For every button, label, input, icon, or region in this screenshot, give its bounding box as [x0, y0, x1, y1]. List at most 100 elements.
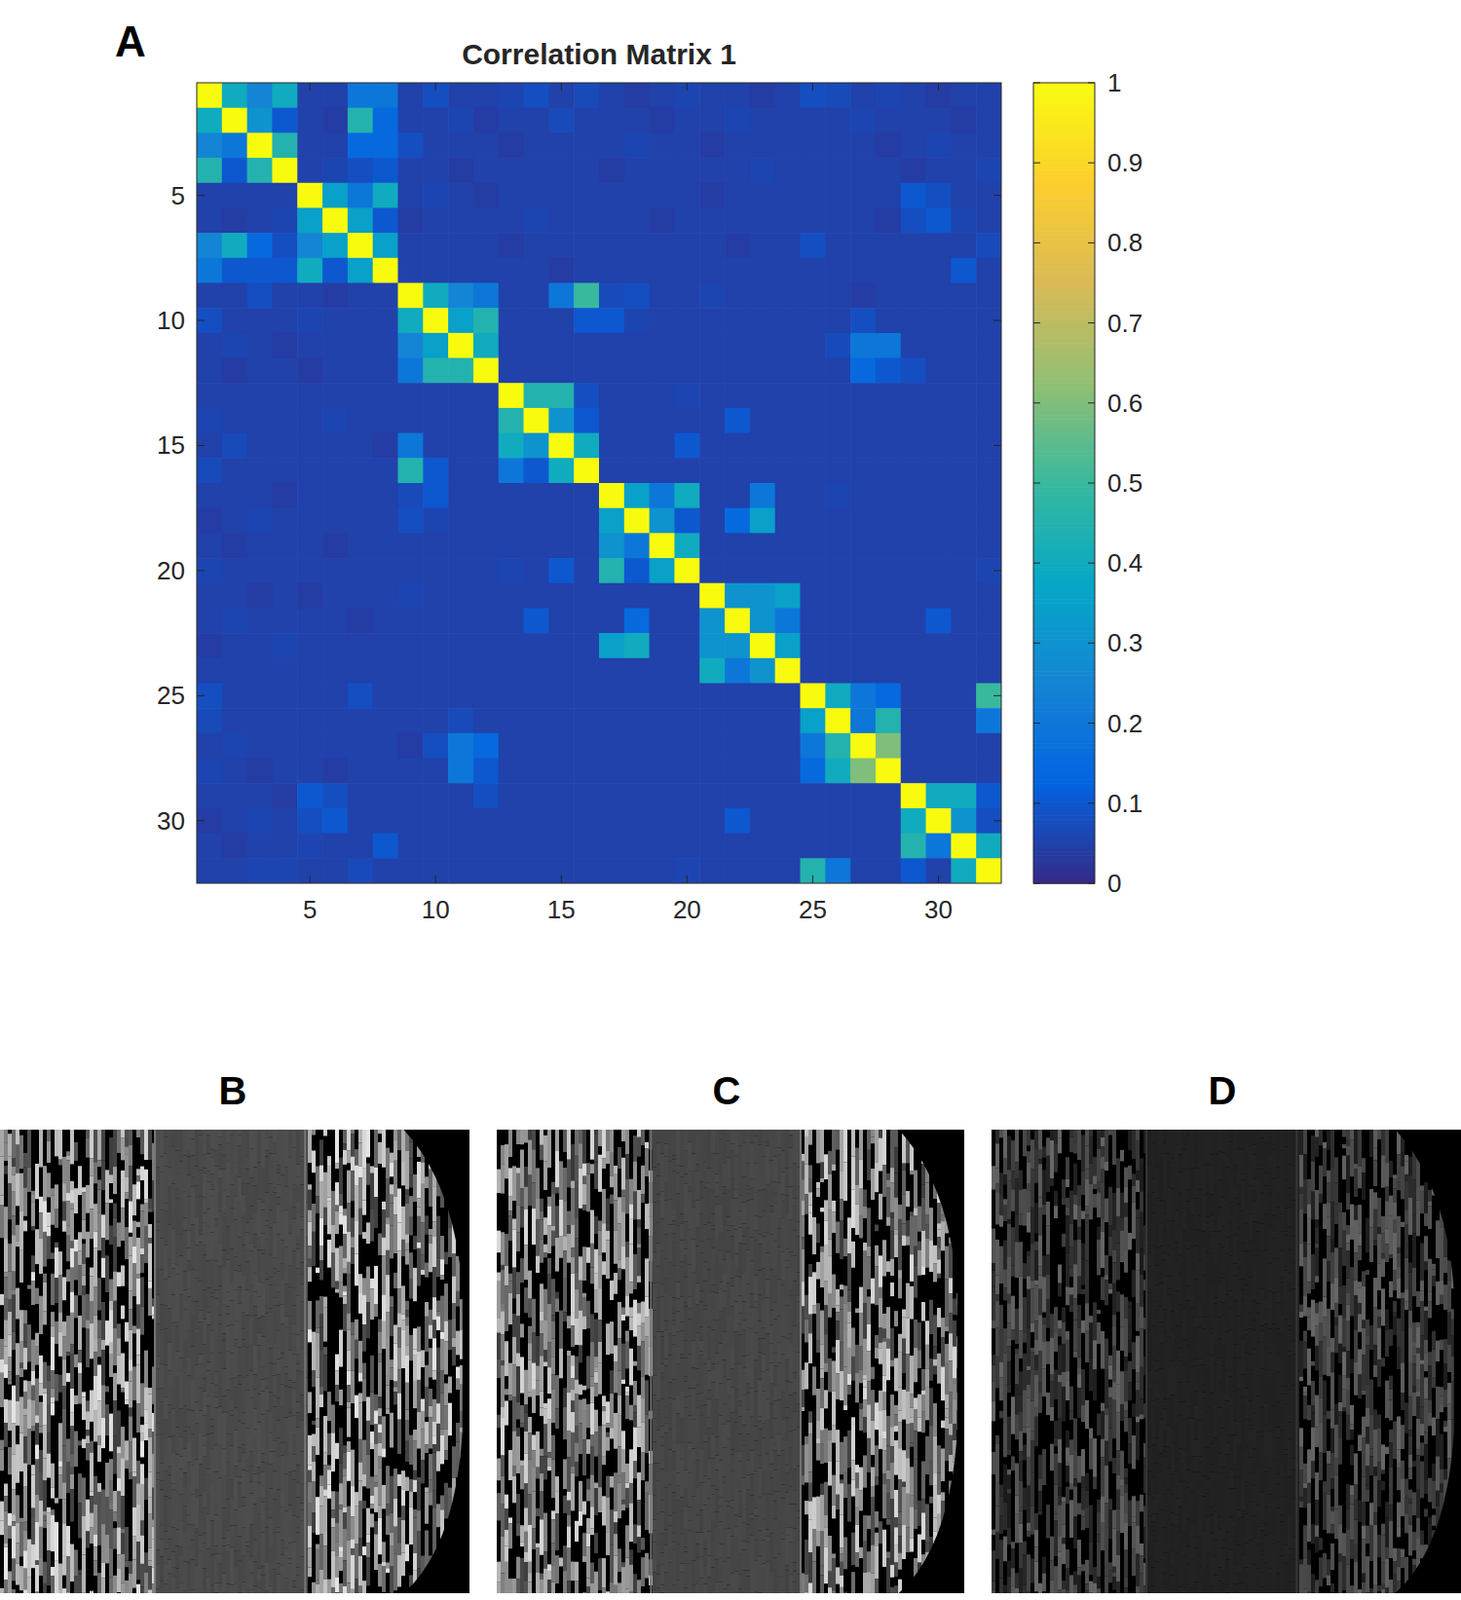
- image-streak: [31, 1464, 36, 1476]
- heatmap-cell: [196, 82, 223, 109]
- heatmap-cell: [950, 307, 976, 334]
- heatmap-cell: [222, 457, 248, 484]
- heatmap-cell: [271, 708, 298, 734]
- colorbar-step: [1033, 611, 1095, 617]
- heatmap-cell: [749, 583, 776, 609]
- heatmap-cell: [322, 583, 348, 609]
- image-streak: [35, 1460, 39, 1496]
- heatmap-cell: [875, 258, 901, 284]
- image-streak: [62, 1386, 67, 1410]
- colorbar-step: [1033, 731, 1095, 737]
- heatmap-cell: [297, 333, 323, 359]
- image-streak: [11, 1526, 16, 1560]
- heatmap-cell: [196, 607, 223, 634]
- heatmap-cell: [699, 558, 725, 584]
- image-streak: [74, 1161, 78, 1189]
- heatmap-cell: [524, 82, 550, 109]
- colorbar-step: [1033, 215, 1095, 221]
- colorbar-step: [1033, 638, 1095, 644]
- heatmap-cell: [724, 283, 750, 309]
- heatmap-cell: [850, 232, 876, 259]
- heatmap-cell: [222, 433, 248, 459]
- heatmap-cell: [322, 307, 348, 334]
- heatmap-cell: [222, 358, 248, 384]
- image-streak: [19, 1523, 24, 1558]
- colorbar-step: [1033, 523, 1095, 528]
- heatmap-cell: [347, 658, 374, 684]
- heatmap-cell: [448, 658, 474, 684]
- image-streak: [15, 1288, 20, 1320]
- image-streak: [109, 1279, 113, 1302]
- image-streak: [19, 1590, 24, 1598]
- heatmap-cell: [824, 658, 851, 684]
- image-streak: [46, 1259, 51, 1282]
- heatmap-cell: [875, 558, 901, 584]
- image-streak: [27, 1129, 32, 1168]
- colorbar-step: [1033, 743, 1095, 749]
- heatmap-cell: [473, 382, 499, 409]
- image-streak: [31, 1544, 36, 1569]
- image-streak: [81, 1192, 86, 1220]
- heatmap-cell: [448, 207, 474, 233]
- colorbar-step: [1033, 255, 1095, 261]
- colorbar-tick: [1033, 642, 1041, 644]
- heatmap-cell: [674, 457, 700, 484]
- heatmap-cell: [674, 833, 700, 860]
- heatmap-cell: [347, 157, 374, 184]
- heatmap-cell: [674, 658, 700, 684]
- image-streak: [27, 1539, 32, 1578]
- colorbar-step: [1033, 583, 1095, 589]
- heatmap-cell: [800, 607, 826, 634]
- image-streak: [77, 1446, 82, 1470]
- heatmap-cell: [498, 532, 525, 559]
- image-streak: [38, 1500, 43, 1528]
- image-streak: [70, 1522, 75, 1545]
- image-streak: [77, 1502, 82, 1538]
- heatmap-cell: [649, 833, 675, 860]
- image-streak: [35, 1561, 39, 1566]
- heatmap-cell: [649, 532, 675, 559]
- image-streak: [66, 1262, 71, 1271]
- image-streak: [70, 1388, 75, 1413]
- heatmap-cell: [850, 408, 876, 434]
- colorbar-step: [1033, 651, 1095, 657]
- image-streak: [70, 1189, 75, 1204]
- heatmap-cell: [524, 382, 550, 409]
- image-streak: [3, 1378, 8, 1400]
- image-streak: [7, 1219, 12, 1244]
- image-streak: [62, 1523, 67, 1557]
- image-streak: [23, 1142, 28, 1154]
- heatmap-cell: [950, 132, 976, 158]
- image-streak: [105, 1404, 110, 1436]
- image-streak: [81, 1220, 86, 1240]
- heatmap-cell: [926, 808, 952, 834]
- image-streak: [81, 1129, 86, 1167]
- image-streak: [31, 1255, 36, 1273]
- colorbar-step: [1033, 86, 1095, 92]
- heatmap-cell: [850, 82, 876, 109]
- heatmap-cell: [448, 82, 474, 109]
- heatmap-cell: [624, 333, 650, 359]
- image-streak: [70, 1474, 75, 1490]
- colorbar-step: [1033, 803, 1095, 809]
- heatmap-cell: [975, 583, 1002, 609]
- heatmap-cell: [373, 532, 399, 559]
- image-streak: [11, 1331, 16, 1350]
- image-streak: [23, 1370, 28, 1382]
- image-streak: [50, 1259, 55, 1274]
- heatmap-cell: [624, 283, 650, 309]
- image-streak: [38, 1558, 43, 1576]
- colorbar-step: [1033, 198, 1095, 204]
- image-streak: [7, 1311, 12, 1336]
- image-streak: [3, 1206, 8, 1239]
- heatmap-cell: [724, 607, 750, 634]
- image-streak: [97, 1445, 102, 1462]
- heatmap-cell: [975, 232, 1002, 259]
- heatmap-cell: [196, 683, 223, 710]
- image-streak: [97, 1213, 102, 1251]
- image-streak: [54, 1522, 59, 1562]
- image-streak: [85, 1329, 90, 1369]
- image-streak: [109, 1244, 113, 1279]
- colorbar-tick: [1087, 402, 1095, 404]
- heatmap-cell: [247, 132, 273, 158]
